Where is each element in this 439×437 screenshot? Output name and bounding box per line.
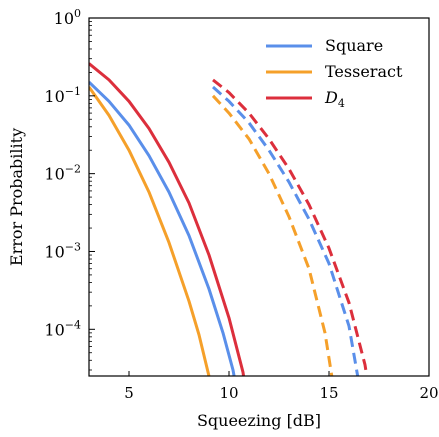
y-tick-label: 10−4 xyxy=(44,318,81,339)
legend: Square Tesseract D4 xyxy=(266,36,403,110)
x-tick-label: 20 xyxy=(419,384,438,402)
x-tick-label: 15 xyxy=(319,384,338,402)
x-tick-label: 5 xyxy=(124,384,134,402)
y-axis: 100 10−1 10−2 10−3 10−4 xyxy=(44,7,95,371)
legend-label: Square xyxy=(325,36,383,55)
series-line-4 xyxy=(211,94,334,376)
y-axis-label: Error Probability xyxy=(7,128,26,266)
x-axis: 5 10 15 20 xyxy=(124,371,439,402)
series-line-1 xyxy=(89,86,211,376)
legend-label: D4 xyxy=(324,88,345,110)
series-line-5 xyxy=(212,78,369,376)
y-tick-label: 100 xyxy=(54,7,81,28)
series-layer xyxy=(89,62,369,376)
y-tick-label: 10−2 xyxy=(44,163,81,184)
x-axis-label: Squeezing [dB] xyxy=(197,411,321,430)
series-line-2 xyxy=(89,62,246,376)
y-tick-label: 10−1 xyxy=(44,85,81,106)
series-line-3 xyxy=(212,85,360,376)
legend-label: Tesseract xyxy=(325,62,403,81)
y-tick-label: 10−3 xyxy=(44,240,81,261)
x-tick-label: 10 xyxy=(219,384,238,402)
series-line-0 xyxy=(89,81,236,376)
